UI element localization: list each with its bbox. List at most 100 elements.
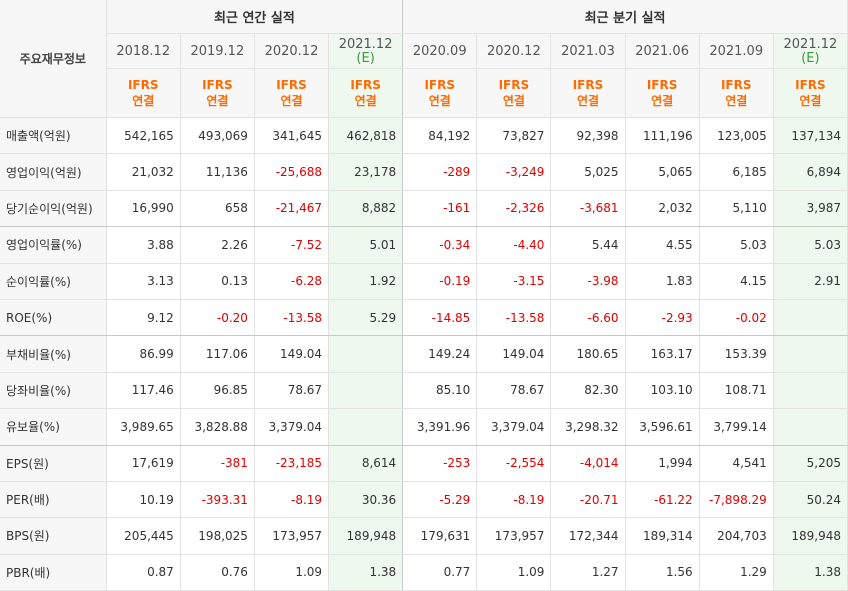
row-label: BPS(원) [0, 517, 107, 555]
period-label: 2021.03 [561, 43, 615, 59]
period-label: 2020.12 [264, 43, 319, 59]
value-cell [773, 299, 848, 337]
value-cell: 92,398 [550, 117, 626, 155]
consolidated-label: 연결 [799, 94, 822, 108]
value-cell: 2.91 [773, 263, 848, 300]
accounting-standard: IFRS 연결 [699, 68, 774, 118]
value-cell: 117.06 [180, 335, 255, 373]
value-cell: 3,987 [773, 190, 848, 228]
value-cell: 3,379.04 [476, 408, 552, 446]
value-cell: 108.71 [699, 372, 774, 410]
value-cell: 189,314 [625, 517, 700, 555]
value-cell: 5.01 [328, 226, 404, 264]
period-header: 2019.12 [180, 33, 255, 69]
period-header: 2021.12 (E) [773, 33, 848, 69]
value-cell: -5.29 [402, 481, 478, 519]
value-cell: -13.58 [476, 299, 552, 337]
value-cell: -0.02 [699, 299, 774, 337]
value-cell: -2.93 [625, 299, 700, 337]
value-cell: 5,025 [550, 153, 626, 191]
accounting-standard: IFRS 연결 [106, 68, 181, 118]
ifrs-label: IFRS [350, 78, 381, 92]
value-cell: 5.03 [773, 226, 848, 264]
value-cell: 6,894 [773, 153, 848, 191]
table-row: ROE(%) 9.12 -0.20 -13.58 5.29 -14.85 -13.58 -6.… [0, 299, 848, 337]
value-cell: -6.28 [254, 263, 330, 300]
accounting-standard: IFRS 연결 [550, 68, 626, 118]
accounting-standard: IFRS 연결 [402, 68, 478, 118]
value-cell: 30.36 [328, 481, 404, 519]
table-row: 유보율(%) 3,989.65 3,828.88 3,379.04 3,391.96 3,… [0, 408, 848, 446]
value-cell: -8.19 [476, 481, 552, 519]
ifrs-label: IFRS [276, 78, 307, 92]
value-cell: 103.10 [625, 372, 700, 410]
value-cell: -0.20 [180, 299, 255, 337]
value-cell: 149.04 [476, 335, 552, 373]
table-row: EPS(원) 17,619 -381 -23,185 8,614 -253 -2,554 -4… [0, 445, 848, 482]
table-row: 매출액(억원) 542,165 493,069 341,645 462,818 84,19… [0, 117, 848, 155]
accounting-standard: IFRS 연결 [180, 68, 255, 118]
value-cell: 82.30 [550, 372, 626, 410]
value-cell: 153.39 [699, 335, 774, 373]
period-label: 2019.12 [190, 43, 245, 59]
table-row: 영업이익(억원) 21,032 11,136 -25,688 23,178 -289 -3,… [0, 153, 848, 191]
value-cell: -4,014 [550, 445, 626, 482]
value-cell: 137,134 [773, 117, 848, 155]
value-cell: -4.40 [476, 226, 552, 264]
value-cell: 117.46 [106, 372, 181, 410]
ifrs-label: IFRS [646, 78, 678, 92]
accounting-standard: IFRS 연결 [476, 68, 552, 118]
value-cell [328, 335, 404, 373]
value-cell: 5.44 [550, 226, 626, 264]
period-label: 2020.12 [486, 43, 541, 59]
value-cell: 4,541 [699, 445, 774, 482]
estimate-marker: (E) [356, 50, 375, 66]
value-cell: 205,445 [106, 517, 181, 555]
period-header: 2021.03 [550, 33, 626, 69]
row-label: 매출액(억원) [0, 117, 107, 155]
value-cell: 173,957 [254, 517, 330, 555]
value-cell: -3.98 [550, 263, 626, 300]
value-cell: -393.31 [180, 481, 255, 519]
value-cell: 21,032 [106, 153, 181, 191]
value-cell: 1.09 [476, 554, 552, 591]
value-cell: 179,631 [402, 517, 478, 555]
value-cell: -2,326 [476, 190, 552, 228]
period-label: 2021.12 [338, 36, 393, 52]
period-header: 2020.12 [476, 33, 552, 69]
accounting-standard: IFRS 연결 [254, 68, 330, 118]
value-cell: 50.24 [773, 481, 848, 519]
value-cell: -25,688 [254, 153, 330, 191]
value-cell [328, 372, 404, 410]
value-cell: 3,828.88 [180, 408, 255, 446]
period-label: 2021.12 [783, 36, 838, 52]
value-cell: 78.67 [476, 372, 552, 410]
value-cell: 1,994 [625, 445, 700, 482]
table-row: 순이익률(%) 3.13 0.13 -6.28 1.92 -0.19 -3.15 -3.98 1… [0, 263, 848, 300]
value-cell: 3,989.65 [106, 408, 181, 446]
value-cell: 5.29 [328, 299, 404, 337]
value-cell: -2,554 [476, 445, 552, 482]
value-cell: 111,196 [625, 117, 700, 155]
value-cell: 3,799.14 [699, 408, 774, 446]
value-cell: 84,192 [402, 117, 478, 155]
value-cell: 0.13 [180, 263, 255, 300]
table-row: 부채비율(%) 86.99 117.06 149.04 149.24 149.04 180.… [0, 335, 848, 373]
row-label: 유보율(%) [0, 408, 107, 446]
value-cell: 163.17 [625, 335, 700, 373]
corner-label: 주요재무정보 [0, 0, 107, 118]
value-cell [773, 408, 848, 446]
value-cell [773, 372, 848, 410]
period-header: 2020.09 [402, 33, 478, 69]
table-row: 영업이익률(%) 3.88 2.26 -7.52 5.01 -0.34 -4.40 5.44 4… [0, 226, 848, 264]
value-cell: 5,065 [625, 153, 700, 191]
value-cell: 180.65 [550, 335, 626, 373]
value-cell: 3,379.04 [254, 408, 330, 446]
value-cell: -0.19 [402, 263, 478, 300]
value-cell: 1.92 [328, 263, 404, 300]
value-cell: 149.04 [254, 335, 330, 373]
consolidated-label: 연결 [132, 94, 155, 108]
consolidated-label: 연결 [428, 94, 451, 108]
consolidated-label: 연결 [651, 94, 674, 108]
